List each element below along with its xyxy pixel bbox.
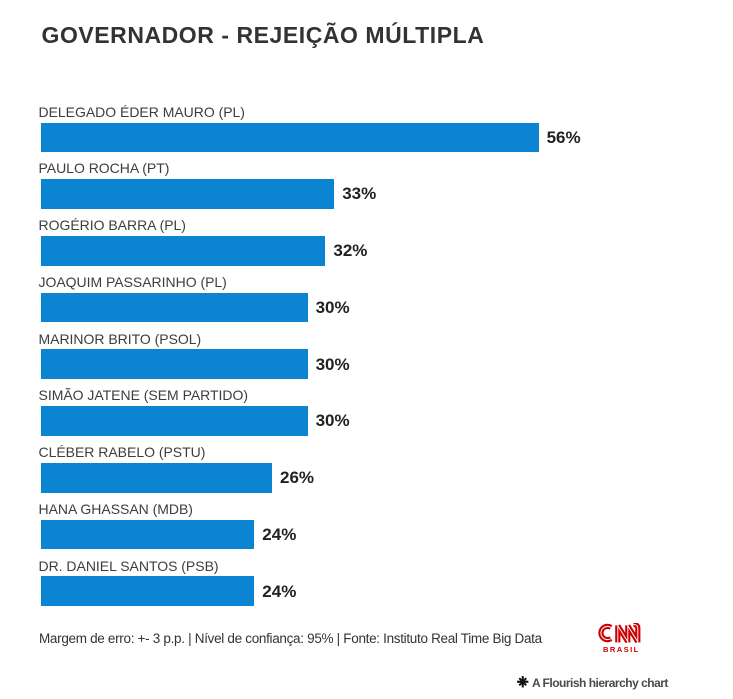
svg-text:BRASIL: BRASIL (603, 645, 640, 653)
